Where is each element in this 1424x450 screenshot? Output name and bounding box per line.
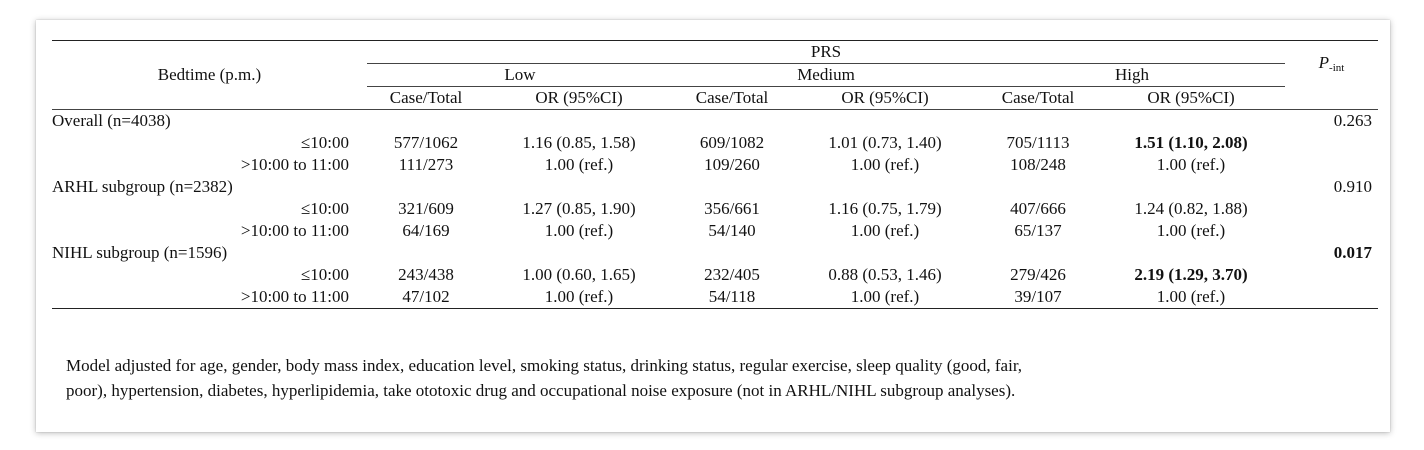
table-cell: 1.01 (0.73, 1.40)	[828, 133, 942, 152]
table-cell: 279/426	[1010, 265, 1066, 284]
table-cell: 2.19 (1.29, 3.70)	[1134, 265, 1248, 284]
pint-p: P	[1318, 52, 1330, 72]
table-cell: 65/137	[1014, 221, 1062, 240]
table-cell: 54/140	[708, 221, 756, 240]
table-cell: 109/260	[704, 155, 760, 174]
subcol-header: OR (95%CI)	[535, 88, 623, 107]
table-cell: 1.16 (0.85, 1.58)	[522, 133, 636, 152]
table-cell: 1.00 (ref.)	[1156, 221, 1226, 240]
table-cell: 1.00 (ref.)	[1097, 286, 1285, 309]
footnote-line: Model adjusted for age, gender, body mas…	[66, 356, 1023, 375]
subcol-header: Case/Total	[389, 88, 463, 107]
section-label: NIHL subgroup (n=1596)	[52, 243, 228, 262]
table-footnote: Model adjusted for age, gender, body mas…	[66, 353, 1386, 403]
level-high-header: High	[979, 63, 1285, 87]
row-label-header: Bedtime (p.m.)	[52, 40, 367, 110]
table-cell: 108/248	[1010, 155, 1066, 174]
table-cell: 243/438	[398, 265, 454, 284]
table-cell: 1.00 (ref.)	[791, 286, 979, 309]
table-cell: 1.16 (0.75, 1.79)	[828, 199, 942, 218]
table-cell: 577/1062	[393, 133, 459, 152]
table-cell: 356/661	[704, 199, 760, 218]
level-medium-header: Medium	[673, 63, 979, 87]
section-pint: 0.910	[1333, 177, 1372, 196]
table-cell: 39/107	[979, 286, 1097, 309]
table-cell: 54/118	[673, 286, 791, 309]
table-cell: 1.00 (ref.)	[850, 155, 920, 174]
pint-header: P-int	[1285, 40, 1378, 87]
subcol-header: OR (95%CI)	[841, 88, 929, 107]
table-cell: 321/609	[398, 199, 454, 218]
row-label: ≤10:00	[300, 133, 349, 152]
table-cell: 47/102	[367, 286, 485, 309]
table-cell: 64/169	[402, 221, 450, 240]
section-label: ARHL subgroup (n=2382)	[52, 177, 233, 196]
row-label: >10:00 to 11:00	[240, 221, 349, 240]
section-label: Overall (n=4038)	[52, 109, 367, 132]
table-cell: 705/1113	[1006, 133, 1070, 152]
subcol-header: Case/Total	[695, 88, 769, 107]
row-label: >10:00 to 11:00	[240, 155, 349, 174]
table-cell: 232/405	[704, 265, 760, 284]
subcol-header: Case/Total	[1001, 88, 1075, 107]
section-pint: 0.263	[1285, 109, 1378, 132]
table-cell: 1.00 (ref.)	[850, 221, 920, 240]
section-pint: 0.017	[1333, 243, 1372, 262]
table-cell: 111/273	[398, 155, 454, 174]
pint-sub: -int	[1329, 61, 1345, 74]
table-cell: 1.00 (ref.)	[485, 286, 673, 309]
results-table: Bedtime (p.m.) PRS P-int Low Medium High…	[52, 40, 1378, 309]
table-cell: 407/666	[1010, 199, 1066, 218]
table-cell: 1.00 (ref.)	[544, 155, 614, 174]
table-cell: 1.00 (ref.)	[544, 221, 614, 240]
table-cell: 1.00 (ref.)	[1156, 155, 1226, 174]
row-label: ≤10:00	[300, 199, 349, 218]
table-card: Bedtime (p.m.) PRS P-int Low Medium High…	[36, 20, 1390, 432]
table-cell: 1.51 (1.10, 2.08)	[1134, 133, 1248, 152]
table-cell: 609/1082	[699, 133, 765, 152]
row-label: >10:00 to 11:00	[52, 286, 367, 309]
prs-group-header: PRS	[367, 40, 1285, 64]
table-cell: 1.27 (0.85, 1.90)	[522, 199, 636, 218]
subcol-header: OR (95%CI)	[1147, 88, 1235, 107]
table-cell: 1.00 (0.60, 1.65)	[522, 265, 636, 284]
row-label: ≤10:00	[300, 265, 349, 284]
footnote-line: poor), hypertension, diabetes, hyperlipi…	[66, 381, 1016, 400]
table-cell: 1.24 (0.82, 1.88)	[1134, 199, 1248, 218]
level-low-header: Low	[367, 63, 673, 87]
table-cell: 0.88 (0.53, 1.46)	[828, 265, 942, 284]
